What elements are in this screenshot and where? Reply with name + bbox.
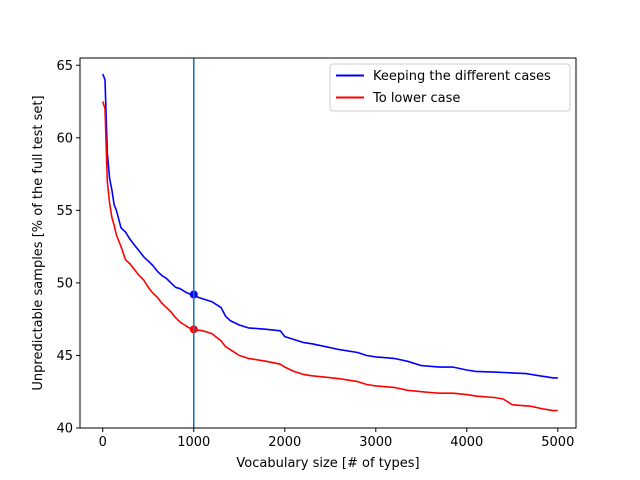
x-tick-label: 3000 xyxy=(359,435,392,450)
y-axis-label: Unpredictable samples [% of the full tes… xyxy=(31,95,46,390)
axes: 0 1000 2000 3000 4000 5000 40 45 50 55 60 65 xyxy=(56,57,577,450)
x-tick-label: 4000 xyxy=(450,435,483,450)
y-tick-label: 45 xyxy=(56,349,73,364)
x-tick-label: 0 xyxy=(99,435,107,450)
axes-frame xyxy=(79,57,577,429)
series-line-to-lower-case xyxy=(102,101,558,412)
y-tick-label: 60 xyxy=(56,131,73,146)
plot-area xyxy=(80,58,576,428)
y-tick-label: 55 xyxy=(56,204,73,219)
x-tick-label: 2000 xyxy=(268,435,301,450)
x-tick-label: 1000 xyxy=(177,435,210,450)
legend-label-lower-case: To lower case xyxy=(372,91,460,106)
y-tick-label: 40 xyxy=(56,422,73,437)
x-axis-label: Vocabulary size [# of types] xyxy=(236,456,419,471)
legend: Keeping the different cases To lower cas… xyxy=(329,63,571,112)
series-lines xyxy=(102,73,558,412)
series-line-keeping-the-different-cases xyxy=(102,73,558,379)
legend-frame xyxy=(329,63,571,112)
x-tick-label: 5000 xyxy=(541,435,574,450)
y-tick-label: 65 xyxy=(56,59,73,74)
legend-label-keeping-cases: Keeping the different cases xyxy=(373,69,551,84)
y-tick-label: 50 xyxy=(56,276,73,291)
